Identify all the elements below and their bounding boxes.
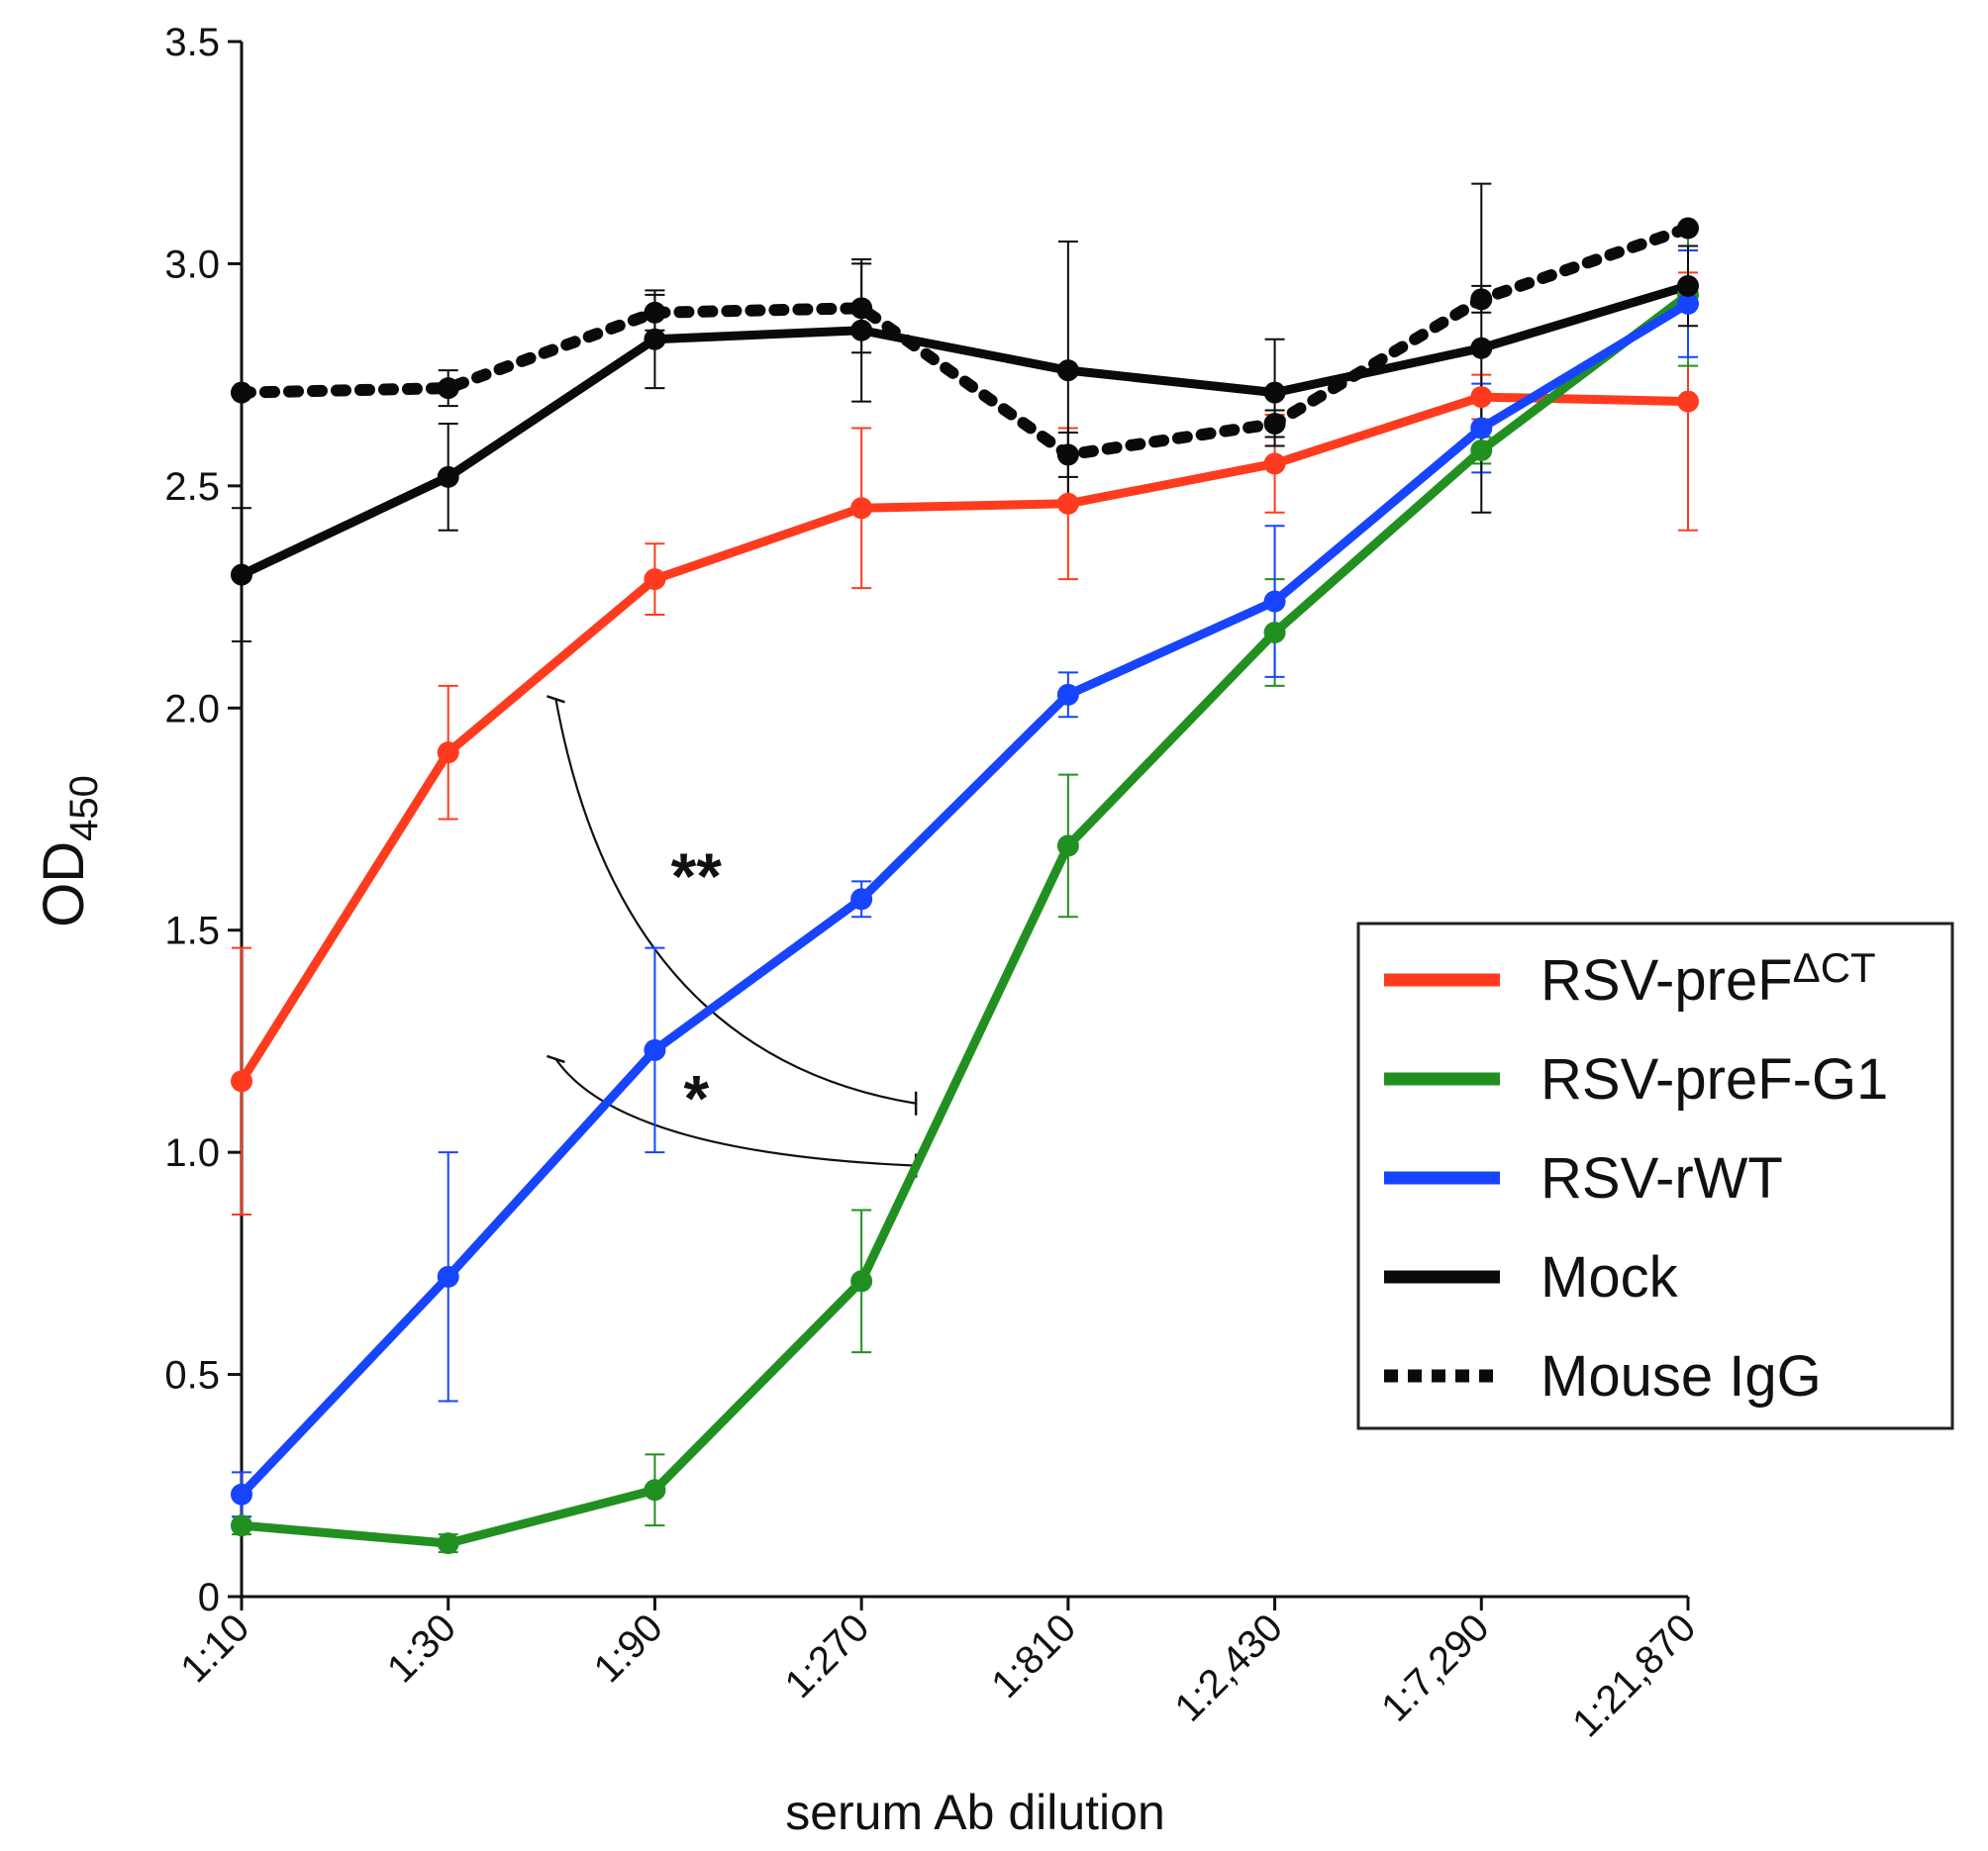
data-point <box>1263 452 1286 475</box>
data-point <box>231 381 252 404</box>
y-tick-label: 2.0 <box>164 687 220 731</box>
data-point <box>644 301 666 324</box>
y-axis-title: OD450 <box>32 775 106 927</box>
series-line <box>241 291 1691 1548</box>
data-point <box>1677 217 1699 240</box>
data-point <box>1263 621 1286 643</box>
x-tick-label: 1:90 <box>586 1606 671 1691</box>
legend-label: Mock <box>1541 1245 1679 1310</box>
data-point <box>1470 288 1493 311</box>
data-point <box>644 1038 666 1061</box>
y-tick-label: 0 <box>198 1576 220 1619</box>
data-points <box>231 217 1699 1555</box>
data-point <box>1677 390 1699 413</box>
data-point <box>437 465 459 488</box>
series-line <box>238 299 1691 1498</box>
data-point <box>1263 381 1286 404</box>
significance-label: * <box>683 1061 709 1134</box>
y-tick-label: 3.0 <box>164 243 220 286</box>
y-tick-label: 3.5 <box>164 21 220 64</box>
data-point <box>1056 359 1079 382</box>
series-lines <box>236 222 1694 1548</box>
data-point <box>1677 274 1699 297</box>
data-point <box>850 1270 873 1293</box>
data-point <box>437 1532 459 1555</box>
data-point <box>1056 683 1079 706</box>
data-point <box>231 1483 252 1506</box>
data-point <box>231 563 252 586</box>
y-tick-label: 1.0 <box>164 1131 220 1175</box>
data-point <box>231 1514 252 1537</box>
bracket-cap <box>547 695 565 704</box>
data-point <box>437 377 459 400</box>
x-tick-label: 1:2,430 <box>1166 1606 1290 1729</box>
y-tick-label: 0.5 <box>164 1354 220 1398</box>
data-point <box>1056 834 1079 857</box>
data-point <box>644 1479 666 1502</box>
data-point <box>231 1070 252 1093</box>
data-point <box>1470 417 1493 439</box>
data-point <box>1677 292 1699 315</box>
series-line <box>240 281 1690 579</box>
data-point <box>1470 386 1493 409</box>
data-point <box>1470 438 1493 461</box>
legend-label: RSV-rWT <box>1541 1146 1783 1211</box>
data-point <box>850 888 873 911</box>
y-tick-label: 1.5 <box>164 910 220 953</box>
data-point <box>850 297 873 320</box>
x-tick-label: 1:30 <box>379 1606 464 1691</box>
series-line <box>238 392 1689 1084</box>
legend-label: RSV-preF-G1 <box>1541 1047 1888 1112</box>
x-tick-label: 1:270 <box>777 1606 878 1706</box>
axes: 0 0.5 1.0 1.5 2.0 2.5 3.0 3.5 1:10 1:30 1:90 1:270 1… <box>164 21 1704 1745</box>
significance-bracket <box>554 699 917 1105</box>
data-point <box>437 741 459 764</box>
data-point <box>850 497 873 520</box>
bracket-cap <box>547 1054 565 1064</box>
x-tick-label: 1:10 <box>172 1606 257 1691</box>
data-point <box>1056 443 1079 466</box>
data-point <box>1263 590 1286 613</box>
significance-annotations: *** <box>547 695 918 1178</box>
data-point <box>644 568 666 591</box>
x-tick-label: 1:7,290 <box>1373 1606 1497 1729</box>
y-tick-label: 2.5 <box>164 465 220 509</box>
x-axis-title: serum Ab dilution <box>785 1785 1165 1840</box>
data-point <box>850 319 873 341</box>
legend-label: Mouse IgG <box>1541 1344 1822 1409</box>
data-point <box>644 328 666 350</box>
x-tick-label: 1:810 <box>983 1606 1084 1706</box>
series-line <box>236 222 1694 461</box>
x-tick-label: 1:21,870 <box>1564 1606 1704 1745</box>
data-point <box>1470 337 1493 359</box>
data-point <box>1056 492 1079 515</box>
data-point <box>1263 413 1286 436</box>
significance-bracket <box>554 1058 917 1167</box>
data-point <box>437 1265 459 1288</box>
significance-label: ** <box>671 839 723 913</box>
